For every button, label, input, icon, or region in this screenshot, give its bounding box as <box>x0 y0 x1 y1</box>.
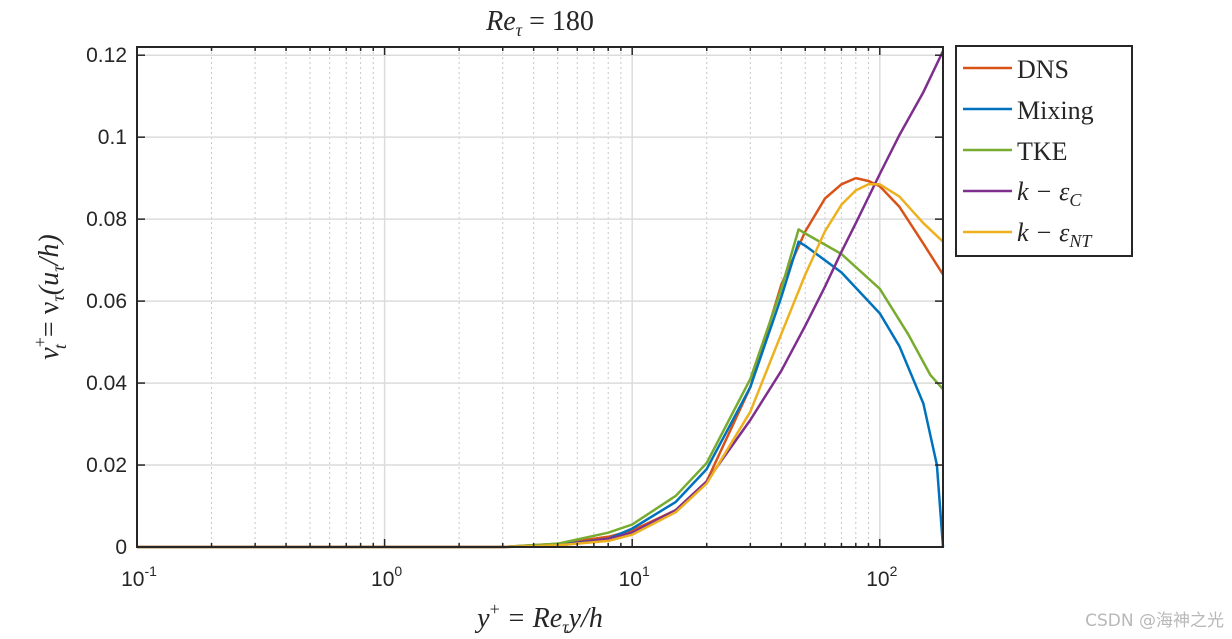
legend-label-k-eps-nt: k − εNT <box>1017 218 1093 251</box>
ylabel-a-sub: t <box>50 343 70 349</box>
y-tick-label: 0.1 <box>98 126 127 149</box>
x-tick-label: 10-1 <box>121 563 157 591</box>
series-line-k-nt <box>137 183 944 549</box>
xlabel-c: y/h <box>566 603 603 634</box>
xlabel-a-sup: + <box>490 599 500 619</box>
ylabel-c-sub: τ <box>48 265 68 272</box>
x-tick-label: 101 <box>619 563 650 591</box>
legend-label-tke: TKE <box>1017 137 1068 166</box>
y-tick-label: 0 <box>115 536 127 559</box>
y-tick-label: 0.02 <box>86 454 127 477</box>
xlabel-b-sub: τ <box>562 617 569 637</box>
y-tick-label: 0.08 <box>86 208 127 231</box>
plot-area <box>137 47 943 547</box>
series-line-k-c <box>137 50 945 549</box>
ylabel-b-sub: τ <box>48 295 68 302</box>
x-tick-label: 100 <box>371 563 402 591</box>
legend: DNS Mixing TKE k − εC k − εNT <box>955 45 1133 257</box>
y-tick-label: 0.06 <box>86 290 127 313</box>
title-rest: = 180 <box>522 6 594 37</box>
plot-frame <box>136 46 944 548</box>
legend-label-k-eps-c: k − εC <box>1017 177 1082 210</box>
watermark: CSDN @海神之光 <box>1085 611 1224 631</box>
xlabel-a: y <box>474 603 490 634</box>
x-tick-labels: 10-1 100 101 102 <box>121 563 897 591</box>
y-tick-labels: 0 0.02 0.04 0.06 0.08 0.1 0.12 <box>86 44 127 559</box>
legend-label-dns: DNS <box>1017 55 1069 84</box>
title-sub: τ <box>516 20 523 40</box>
x-axis-label: y+ = Reτy/h <box>474 599 603 637</box>
series-line-tke <box>137 228 944 549</box>
x-tick-label: 102 <box>866 563 897 591</box>
ylabel-d: /h) <box>34 234 65 267</box>
title-main: Re <box>485 6 516 37</box>
series-layer <box>137 50 945 549</box>
ylabel-b: = ν <box>34 302 65 344</box>
y-tick-label: 0.04 <box>86 372 127 395</box>
axis-ticks <box>136 47 943 548</box>
ylabel-c: (u <box>34 272 65 295</box>
xlabel-b: = Re <box>500 603 562 634</box>
y-axis-label: ν+t = ντ(uτ/h) <box>30 234 70 359</box>
legend-label-mixing: Mixing <box>1017 96 1094 125</box>
ylabel-a: ν <box>34 347 65 360</box>
chart-title: Reτ = 180 <box>485 6 594 40</box>
y-tick-label: 0.12 <box>86 44 127 67</box>
ylabel-a-sup: + <box>30 337 50 347</box>
